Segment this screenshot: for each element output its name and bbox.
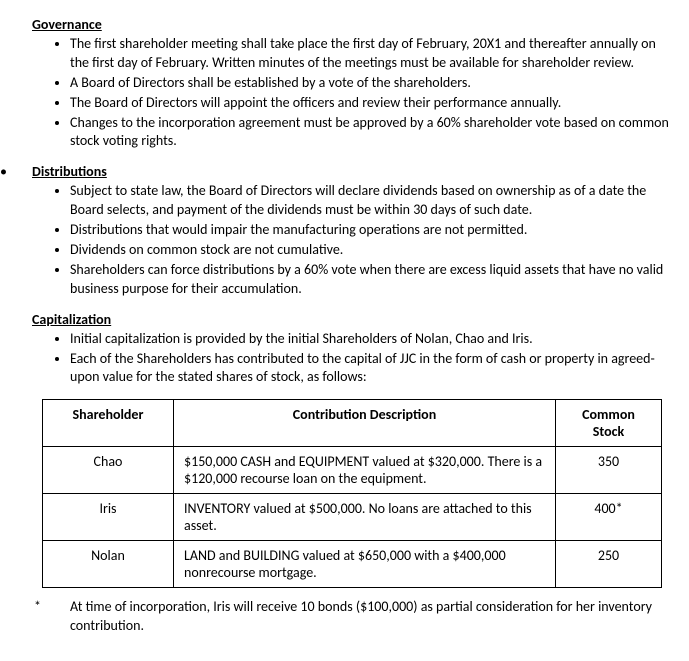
footnote: *At time of incorporation, Iris will rec… — [42, 598, 677, 636]
footnote-text: At time of incorporation, Iris will rece… — [70, 598, 652, 634]
cell-stock: 250 — [556, 541, 662, 588]
table-row: Chao $150,000 CASH and EQUIPMENT valued … — [43, 447, 662, 494]
capitalization-heading: Capitalization — [32, 311, 677, 328]
capitalization-table: Shareholder Contribution Description Com… — [42, 399, 662, 588]
cell-shareholder: Iris — [43, 494, 174, 541]
col-header-description: Contribution Description — [174, 400, 556, 447]
cell-description: LAND and BUILDING valued at $650,000 wit… — [174, 541, 556, 588]
list-item: Subject to state law, the Board of Direc… — [70, 182, 677, 220]
governance-list: The first shareholder meeting shall take… — [12, 35, 677, 151]
distributions-list: Subject to state law, the Board of Direc… — [12, 182, 677, 298]
cell-shareholder: Nolan — [43, 541, 174, 588]
table-row: Nolan LAND and BUILDING valued at $650,0… — [43, 541, 662, 588]
list-item: The first shareholder meeting shall take… — [70, 35, 677, 73]
list-item: Distributions that would impair the manu… — [70, 221, 677, 240]
distributions-heading: Distributions — [32, 163, 677, 180]
cell-shareholder: Chao — [43, 447, 174, 494]
table-header-row: Shareholder Contribution Description Com… — [43, 400, 662, 447]
governance-heading: Governance — [32, 16, 677, 33]
col-header-shareholder: Shareholder — [43, 400, 174, 447]
list-item: Initial capitalization is provided by th… — [70, 330, 677, 349]
table-row: Iris INVENTORY valued at $500,000. No lo… — [43, 494, 662, 541]
list-item: Shareholders can force distributions by … — [70, 261, 677, 299]
list-item: Each of the Shareholders has contributed… — [70, 350, 677, 388]
bullet-icon: • — [0, 163, 7, 180]
cell-stock: 350 — [556, 447, 662, 494]
capitalization-list: Initial capitalization is provided by th… — [12, 330, 677, 388]
cell-description: $150,000 CASH and EQUIPMENT valued at $3… — [174, 447, 556, 494]
list-item: The Board of Directors will appoint the … — [70, 94, 677, 113]
col-header-stock: Common Stock — [556, 400, 662, 447]
footnote-marker: * — [52, 598, 70, 617]
list-item: A Board of Directors shall be establishe… — [70, 74, 677, 93]
list-item: Changes to the incorporation agreement m… — [70, 114, 677, 152]
cell-stock: 400* — [556, 494, 662, 541]
cell-description: INVENTORY valued at $500,000. No loans a… — [174, 494, 556, 541]
list-item: Dividends on common stock are not cumula… — [70, 241, 677, 260]
